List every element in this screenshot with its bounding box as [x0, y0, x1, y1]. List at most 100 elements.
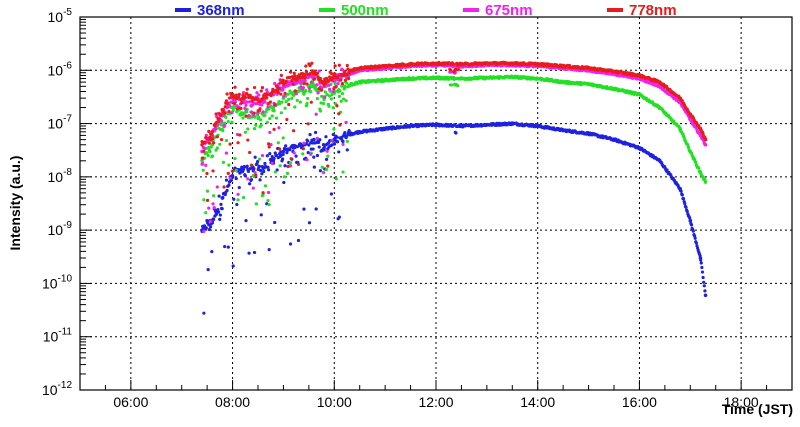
- data-point: [456, 84, 460, 88]
- legend-label: 778nm: [629, 2, 677, 19]
- data-point: [212, 205, 216, 210]
- data-point: [318, 138, 322, 142]
- data-point: [232, 101, 237, 106]
- data-point: [268, 116, 272, 121]
- data-point: [201, 168, 205, 172]
- data-point: [703, 293, 708, 298]
- data-point: [249, 177, 254, 182]
- y-tick-base: 10: [48, 62, 64, 78]
- data-point: [263, 161, 267, 166]
- data-point: [332, 142, 337, 146]
- data-point: [230, 111, 234, 115]
- data-point: [294, 92, 298, 96]
- data-point: [312, 165, 316, 169]
- data-point: [337, 215, 341, 219]
- data-point: [306, 139, 310, 143]
- data-point: [211, 202, 215, 206]
- data-point: [218, 217, 222, 221]
- data-point: [235, 132, 240, 137]
- data-point: [281, 157, 285, 161]
- data-point: [329, 192, 334, 196]
- data-point: [243, 96, 247, 100]
- data-point: [232, 106, 237, 110]
- data-point: [252, 111, 256, 115]
- y-tick-exponent: -12: [58, 380, 73, 391]
- data-point: [298, 89, 302, 93]
- data-point: [223, 111, 227, 115]
- data-point: [215, 146, 219, 150]
- data-point: [293, 74, 297, 78]
- data-point: [257, 157, 262, 161]
- y-tick-label: 10-7: [48, 114, 73, 132]
- data-point: [347, 128, 351, 133]
- data-point: [259, 213, 263, 217]
- series-layer: [200, 60, 708, 315]
- data-point: [341, 142, 345, 146]
- data-point: [226, 171, 230, 175]
- data-point: [253, 155, 257, 159]
- data-point: [207, 206, 211, 210]
- data-point: [310, 141, 315, 145]
- data-point: [694, 241, 698, 245]
- data-point: [448, 68, 453, 72]
- data-point: [290, 75, 294, 79]
- data-point: [236, 192, 240, 196]
- data-point: [337, 94, 341, 99]
- data-point: [309, 90, 313, 94]
- data-point: [224, 151, 229, 155]
- data-point: [248, 182, 252, 186]
- data-point: [273, 170, 277, 174]
- data-point: [688, 216, 692, 220]
- data-point: [322, 148, 326, 152]
- data-point: [241, 195, 246, 200]
- data-point: [290, 96, 294, 100]
- x-tick-label: 06:00: [113, 394, 148, 410]
- data-point: [234, 93, 238, 97]
- data-point: [683, 202, 687, 206]
- data-point: [207, 129, 211, 134]
- data-point: [321, 101, 326, 106]
- data-point: [272, 127, 276, 131]
- data-point: [699, 261, 703, 265]
- data-point: [298, 100, 302, 104]
- data-point: [315, 71, 320, 75]
- data-point: [290, 78, 294, 83]
- data-point: [256, 111, 260, 115]
- data-point: [237, 185, 241, 190]
- y-tick-base: 10: [42, 275, 58, 291]
- data-point: [227, 183, 231, 187]
- data-point: [311, 147, 315, 151]
- data-point: [339, 99, 343, 103]
- data-point: [680, 193, 684, 197]
- data-point: [279, 111, 283, 115]
- data-point: [233, 156, 237, 161]
- data-point: [246, 169, 251, 174]
- data-point: [230, 120, 234, 124]
- data-point: [201, 161, 205, 166]
- y-tick-base: 10: [48, 222, 64, 238]
- data-point: [302, 141, 306, 145]
- data-point: [266, 168, 271, 172]
- data-point: [288, 148, 292, 152]
- data-point: [265, 202, 269, 206]
- data-point: [270, 114, 274, 118]
- data-point: [273, 103, 277, 107]
- data-point: [329, 97, 334, 101]
- data-point: [223, 244, 227, 249]
- data-point: [236, 141, 240, 145]
- y-tick-exponent: -10: [58, 273, 73, 284]
- data-point: [301, 86, 305, 90]
- data-point: [296, 238, 301, 243]
- data-point: [334, 177, 338, 181]
- data-point: [200, 159, 204, 163]
- data-point: [454, 68, 458, 72]
- data-point: [281, 149, 286, 154]
- series-778nm: [200, 60, 708, 202]
- series-368nm: [200, 121, 708, 315]
- data-point: [324, 135, 328, 139]
- data-point: [343, 85, 347, 90]
- data-point: [210, 132, 214, 136]
- data-point: [317, 140, 321, 145]
- data-point: [282, 180, 286, 185]
- y-tick-base: 10: [42, 382, 58, 398]
